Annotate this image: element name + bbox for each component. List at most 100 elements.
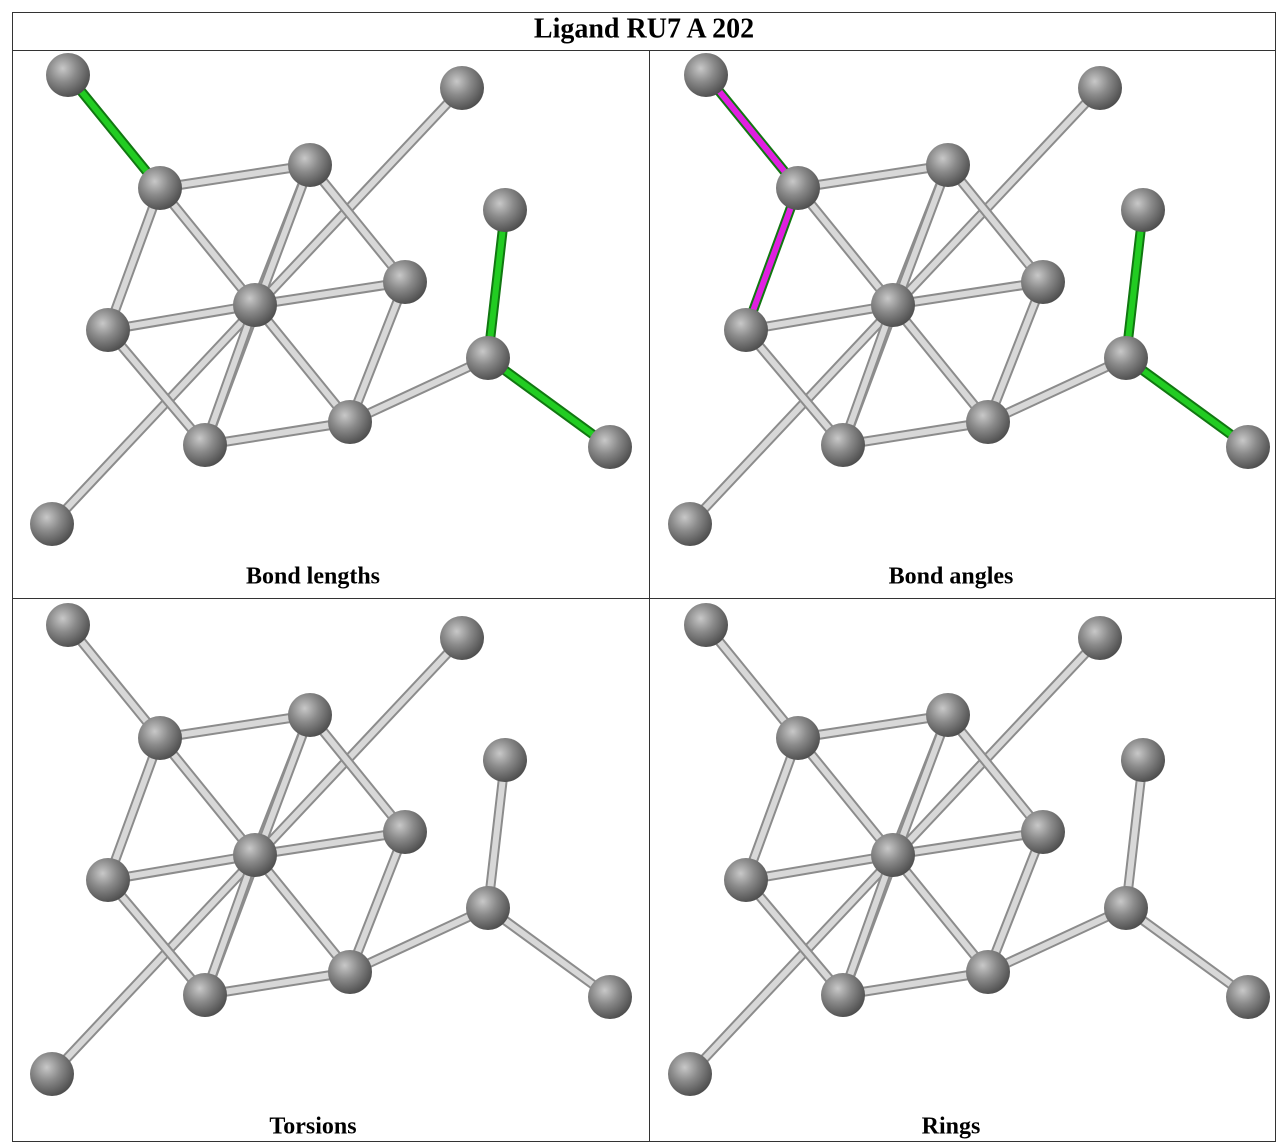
atom [440,66,484,110]
bond [157,162,313,191]
bond [1123,757,1146,911]
atom [440,616,484,660]
bond [307,162,408,285]
atom [1078,66,1122,110]
atom [86,858,130,902]
atom [233,283,277,327]
molecule-panel: Rings [668,603,1270,1140]
atom [46,53,90,97]
bond [347,829,408,975]
atom [1226,975,1270,1019]
atom [466,886,510,930]
atom [776,716,820,760]
atom [183,973,227,1017]
bond [985,905,1129,975]
bond [105,852,258,883]
bond [985,355,1129,425]
bond [795,185,896,308]
molecule-panel: Bond lengths [30,53,632,590]
bond [840,969,991,998]
atom [288,143,332,187]
bond [840,419,991,448]
bond [252,852,353,975]
bond [1123,207,1146,361]
bond [105,327,208,448]
atom [1021,260,1065,304]
bond [743,735,801,883]
bond [347,279,408,425]
bond [703,72,801,191]
atom [483,738,527,782]
panel-caption: Torsions [269,1114,356,1140]
bond [202,852,258,998]
atom [724,858,768,902]
bond [202,419,353,448]
bond [105,735,163,883]
atom [466,336,510,380]
atom [138,716,182,760]
atom [684,603,728,647]
bond [252,829,408,858]
bond [252,302,353,425]
atom [966,950,1010,994]
atom [668,1052,712,1096]
bond [890,302,991,425]
atom [1226,425,1270,469]
bond [1123,355,1251,450]
bond [985,279,1046,425]
atom [926,143,970,187]
panels: Bond lengths Bond angles Torsions Rings [30,53,1270,1140]
bond [743,852,896,883]
atom [821,973,865,1017]
panel-caption: Rings [922,1114,981,1140]
atom [30,502,74,546]
atom [966,400,1010,444]
bond [105,302,258,333]
atom [588,425,632,469]
bond [795,712,951,741]
bond [105,877,208,998]
atom [871,833,915,877]
bond [743,302,896,333]
bond [945,162,1046,285]
bond [347,355,491,425]
bond [743,185,801,333]
bond [65,72,163,191]
atom [871,283,915,327]
bond [743,877,846,998]
molecule-panel: Bond angles [668,53,1270,590]
bond [157,185,258,308]
atom [183,423,227,467]
bond [485,905,613,1000]
bond [985,829,1046,975]
panel-caption: Bond angles [889,564,1014,590]
atom [926,693,970,737]
bond [1123,905,1251,1000]
bond [840,852,896,998]
atom [684,53,728,97]
bond [105,185,163,333]
atom [86,308,130,352]
atom [1121,738,1165,782]
bond [202,302,258,448]
panel-caption: Bond lengths [246,564,380,590]
bond [890,852,991,975]
bond [485,207,508,361]
atom [30,1052,74,1096]
bond [485,355,613,450]
bond [890,829,1046,858]
atom [1121,188,1165,232]
bond [252,279,408,308]
atom [668,502,712,546]
bond [703,622,801,741]
atom [328,950,372,994]
atom [1104,336,1148,380]
title: Ligand RU7 A 202 [534,13,754,44]
molecule-panel: Torsions [30,603,632,1140]
bond [202,969,353,998]
atom [1104,886,1148,930]
atom [383,810,427,854]
atom [328,400,372,444]
bond [307,712,408,835]
